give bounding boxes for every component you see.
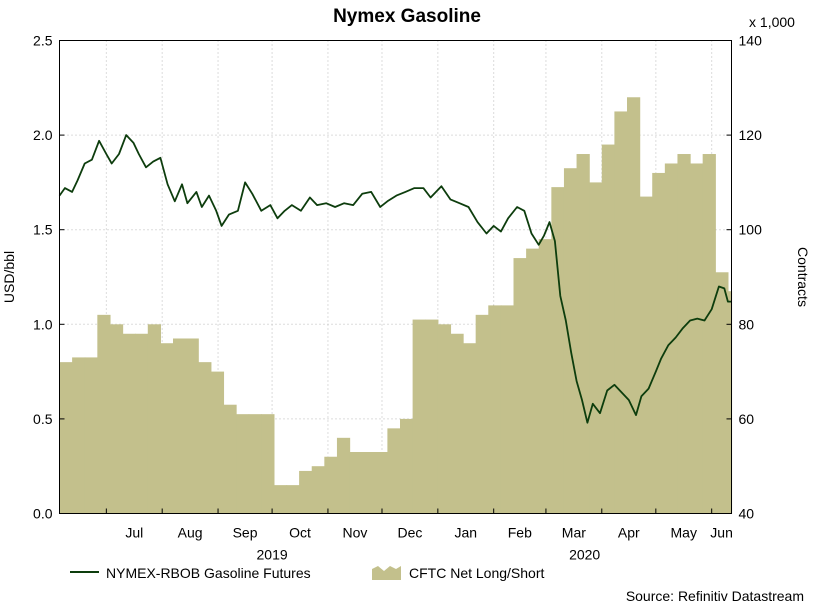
- cftc-area-step: [248, 414, 262, 514]
- cftc-area-step: [513, 258, 527, 514]
- left-tick-label: 2.0: [33, 127, 53, 143]
- cftc-area-step: [425, 319, 439, 514]
- cftc-area-step: [601, 144, 615, 514]
- left-tick-label: 1.5: [33, 222, 53, 238]
- cftc-area-step: [576, 154, 590, 514]
- legend-label-rbob: NYMEX-RBOB Gasoline Futures: [106, 565, 311, 581]
- cftc-area-step: [387, 428, 401, 514]
- left-tick-label: 1.0: [33, 316, 53, 332]
- year-label: 2019: [257, 547, 288, 563]
- cftc-area-step: [374, 452, 388, 514]
- x-tick-label: Sep: [233, 525, 258, 541]
- cftc-area-step: [690, 163, 704, 514]
- right-axis-multiplier: x 1,000: [749, 14, 795, 30]
- cftc-area-step: [223, 404, 237, 514]
- cftc-area-step: [135, 333, 149, 514]
- x-tick-label: Aug: [178, 525, 203, 541]
- right-tick-label: 120: [739, 127, 763, 143]
- cftc-area-step: [210, 371, 225, 514]
- cftc-area-step: [639, 196, 653, 514]
- cftc-area-step: [627, 97, 641, 514]
- x-tick-label: Jan: [454, 525, 477, 541]
- cftc-area-step: [59, 362, 73, 514]
- right-tick-label: 100: [739, 222, 763, 238]
- cftc-area-step: [97, 314, 111, 514]
- legend-area-swatch: [372, 566, 401, 580]
- cftc-area-step: [488, 305, 502, 514]
- rbob-line-series: [58, 134, 732, 424]
- cftc-area-step: [160, 343, 174, 514]
- cftc-area-step: [324, 456, 338, 514]
- cftc-area-step: [400, 418, 414, 514]
- cftc-area-step: [500, 305, 515, 514]
- x-tick-label: Apr: [618, 525, 640, 541]
- cftc-area-step: [261, 414, 275, 514]
- cftc-area-step: [677, 154, 691, 514]
- cftc-area-step: [336, 437, 351, 514]
- plot-frame: [59, 40, 732, 514]
- cftc-area-step: [664, 163, 679, 514]
- cftc-area-step: [526, 248, 540, 514]
- cftc-area-step: [614, 111, 628, 514]
- right-tick-label: 60: [739, 411, 755, 427]
- cftc-area-step: [475, 314, 489, 514]
- cftc-area-step: [147, 324, 161, 514]
- cftc-area-step: [702, 154, 716, 514]
- cftc-area-step: [652, 172, 666, 514]
- left-axis-ticks: 0.0 0.5 1.0 1.5 2.0 2.5: [33, 33, 65, 522]
- cftc-area-step: [463, 343, 477, 514]
- chart-title: Nymex Gasoline: [333, 6, 481, 27]
- cftc-area-step: [362, 452, 376, 514]
- cftc-area-step: [563, 168, 578, 514]
- cftc-area-step: [84, 357, 98, 514]
- cftc-area-step: [198, 362, 212, 514]
- left-tick-label: 2.5: [33, 33, 53, 49]
- x-tick-label: Oct: [289, 525, 311, 541]
- left-tick-label: 0.5: [33, 411, 53, 427]
- cftc-area-step: [551, 187, 565, 514]
- right-axis-ticks: 40 60 80 100 120 140: [726, 33, 763, 522]
- x-tick-label: May: [671, 525, 697, 541]
- cftc-area-step: [437, 324, 452, 514]
- left-tick-label: 0.0: [33, 506, 53, 522]
- cftc-area-step: [122, 333, 136, 514]
- gridlines: [59, 40, 732, 514]
- cftc-area-step: [109, 324, 124, 514]
- rbob-futures-line: [58, 134, 732, 424]
- x-tick-label: Dec: [397, 525, 422, 541]
- cftc-area-step: [173, 338, 187, 514]
- legend: NYMEX-RBOB Gasoline Futures CFTC Net Lon…: [70, 565, 544, 581]
- x-tick-label: Mar: [562, 525, 586, 541]
- cftc-area-step: [236, 414, 250, 514]
- right-tick-label: 140: [739, 33, 763, 49]
- source-note: Source: Refinitiv Datastream: [626, 588, 804, 604]
- x-tick-label: Feb: [508, 525, 532, 541]
- cftc-area-step: [311, 466, 325, 514]
- cftc-area-step: [715, 272, 729, 514]
- legend-label-cftc: CFTC Net Long/Short: [409, 565, 544, 581]
- cftc-area-step: [72, 357, 86, 514]
- cftc-area-step: [286, 485, 300, 514]
- right-axis-label: Contracts: [795, 247, 811, 307]
- cftc-area-step: [273, 485, 288, 514]
- right-tick-label: 80: [739, 316, 755, 332]
- x-tick-label: Jul: [125, 525, 143, 541]
- cftc-area-step: [727, 291, 733, 514]
- x-axis-ticks: Jul Aug Sep Oct Nov Dec Jan Feb Mar Apr May Jun 2019…: [105, 508, 733, 563]
- cftc-area-step: [538, 239, 552, 514]
- cftc-area-step: [412, 319, 426, 514]
- year-label: 2020: [569, 547, 600, 563]
- cftc-area-step: [589, 182, 603, 514]
- right-tick-label: 40: [739, 506, 755, 522]
- cftc-area-step: [299, 470, 313, 514]
- left-axis-label: USD/bbl: [1, 251, 17, 303]
- cftc-area-step: [185, 338, 199, 514]
- x-tick-label: Nov: [343, 525, 368, 541]
- cftc-area-step: [450, 333, 464, 514]
- cftc-area-series: [59, 97, 733, 514]
- x-tick-label: Jun: [710, 525, 733, 541]
- cftc-area-step: [349, 452, 363, 514]
